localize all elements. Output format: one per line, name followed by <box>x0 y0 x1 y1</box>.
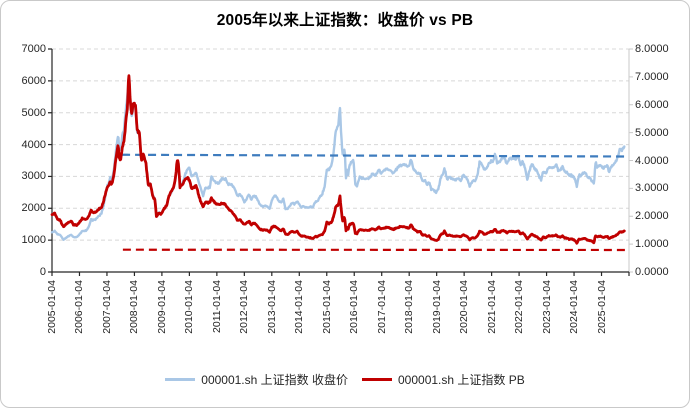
y-axis-right-label: 0.0000 <box>635 266 669 278</box>
x-axis-label: 2006-01-04 <box>73 280 86 334</box>
legend-swatch-pb-line <box>362 377 392 382</box>
y-axis-left-label: 2000 <box>21 202 46 215</box>
close-level-dashed <box>122 153 630 158</box>
x-axis-label: 2014-01-04 <box>293 280 306 334</box>
y-axis-left-label: 5000 <box>21 106 46 119</box>
pb-line <box>50 74 626 245</box>
legend: 000001.sh 上证指数 收盘价 000001.sh 上证指数 PB <box>1 371 689 388</box>
y-axis-right-label: 2.0000 <box>635 210 669 223</box>
x-axis-label: 2025-01-04 <box>595 280 608 334</box>
close-price-line <box>50 79 626 242</box>
legend-label-close: 000001.sh 上证指数 收盘价 <box>201 373 348 387</box>
y-axis-right-label: 4.0000 <box>635 154 669 167</box>
legend-item-close: 000001.sh 上证指数 收盘价 <box>165 371 348 388</box>
y-axis-left-label: 7000 <box>21 43 46 55</box>
y-axis-left-label: 0 <box>39 266 46 278</box>
y-axis-right-label: 5.0000 <box>635 126 669 139</box>
x-axis-label: 2019-01-04 <box>430 280 443 334</box>
legend-swatch-close-line <box>165 378 196 381</box>
x-axis-label: 2013-01-04 <box>265 280 278 334</box>
x-axis-label: 2024-01-04 <box>568 280 581 334</box>
y-axis-right-label: 7.0000 <box>635 70 669 83</box>
x-axis-label: 2012-01-04 <box>238 280 251 334</box>
x-axis-label: 2022-01-04 <box>513 280 526 334</box>
y-axis-right-label: 8.0000 <box>635 43 669 55</box>
y-axis-left-label: 1000 <box>21 234 46 247</box>
x-axis-label: 2021-01-04 <box>485 280 498 334</box>
x-axis-label: 2007-01-04 <box>100 280 113 334</box>
x-axis-label: 2018-01-04 <box>403 280 416 334</box>
legend-label-pb: 000001.sh 上证指数 PB <box>398 373 525 387</box>
y-axis-left-label: 6000 <box>21 74 46 87</box>
y-axis-right-label: 3.0000 <box>635 182 669 195</box>
x-axis-label: 2023-01-04 <box>540 280 553 334</box>
x-axis-label: 2005-01-04 <box>46 280 58 334</box>
chart-title: 2005年以来上证指数：收盘价 vs PB <box>216 12 474 29</box>
y-axis-left-label: 3000 <box>21 170 46 183</box>
x-axis-label: 2017-01-04 <box>375 280 388 334</box>
legend-item-pb: 000001.sh 上证指数 PB <box>362 371 525 388</box>
x-axis-label: 2010-01-04 <box>183 280 196 334</box>
x-axis-label: 2011-01-04 <box>210 280 223 333</box>
x-axis-label: 2016-01-04 <box>348 280 361 334</box>
y-axis-left-label: 4000 <box>21 138 46 151</box>
x-axis-label: 2008-01-04 <box>128 280 141 334</box>
y-axis-right-label: 6.0000 <box>635 98 669 111</box>
x-axis-label: 2015-01-04 <box>320 280 333 334</box>
y-axis-right-label: 1.0000 <box>635 238 669 251</box>
x-axis-label: 2009-01-04 <box>155 280 168 334</box>
x-axis-label: 2020-01-04 <box>458 280 471 334</box>
